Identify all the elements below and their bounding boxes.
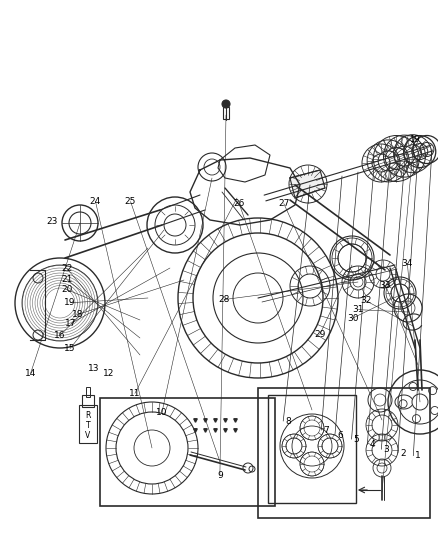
- Text: 26: 26: [233, 199, 245, 208]
- Text: 24: 24: [90, 197, 101, 206]
- Text: R: R: [85, 410, 91, 419]
- Circle shape: [222, 100, 230, 108]
- Text: 25: 25: [125, 197, 136, 206]
- Text: 30: 30: [347, 314, 358, 322]
- Text: 7: 7: [323, 426, 329, 434]
- Text: 13: 13: [88, 365, 99, 373]
- Text: T: T: [86, 421, 90, 430]
- Text: 8: 8: [285, 417, 291, 425]
- Text: 9: 9: [217, 471, 223, 480]
- Bar: [268, 395, 356, 503]
- Text: 14: 14: [25, 369, 36, 377]
- Text: 22: 22: [61, 264, 72, 272]
- Text: 5: 5: [353, 435, 360, 443]
- Polygon shape: [290, 170, 325, 198]
- Text: 6: 6: [337, 431, 343, 440]
- Bar: [100, 398, 275, 506]
- Text: 15: 15: [64, 344, 76, 353]
- Text: V: V: [85, 431, 91, 440]
- Text: 29: 29: [314, 330, 325, 339]
- Text: 23: 23: [46, 217, 57, 225]
- Text: 32: 32: [360, 296, 371, 305]
- Text: 19: 19: [64, 298, 76, 307]
- Text: 16: 16: [54, 332, 65, 340]
- Bar: [86, 387, 90, 397]
- Text: 11: 11: [129, 389, 141, 398]
- Text: 21: 21: [61, 275, 72, 284]
- Text: 2: 2: [400, 449, 406, 457]
- Text: 10: 10: [156, 408, 168, 416]
- Bar: [82, 395, 94, 407]
- Text: 31: 31: [353, 305, 364, 314]
- Text: 27: 27: [278, 199, 290, 208]
- Text: 33: 33: [380, 281, 391, 289]
- Bar: [223, 107, 229, 119]
- Text: 4: 4: [370, 440, 375, 449]
- Text: 20: 20: [61, 285, 72, 294]
- Bar: [258, 388, 430, 518]
- Text: 1: 1: [415, 451, 421, 460]
- Text: 19: 19: [409, 135, 419, 144]
- Text: 28: 28: [219, 295, 230, 304]
- Bar: [79, 405, 97, 443]
- Text: 17: 17: [65, 319, 77, 328]
- Text: 34: 34: [402, 259, 413, 268]
- Text: 12: 12: [103, 369, 114, 377]
- Text: 3: 3: [383, 445, 389, 454]
- Text: 18: 18: [72, 310, 84, 319]
